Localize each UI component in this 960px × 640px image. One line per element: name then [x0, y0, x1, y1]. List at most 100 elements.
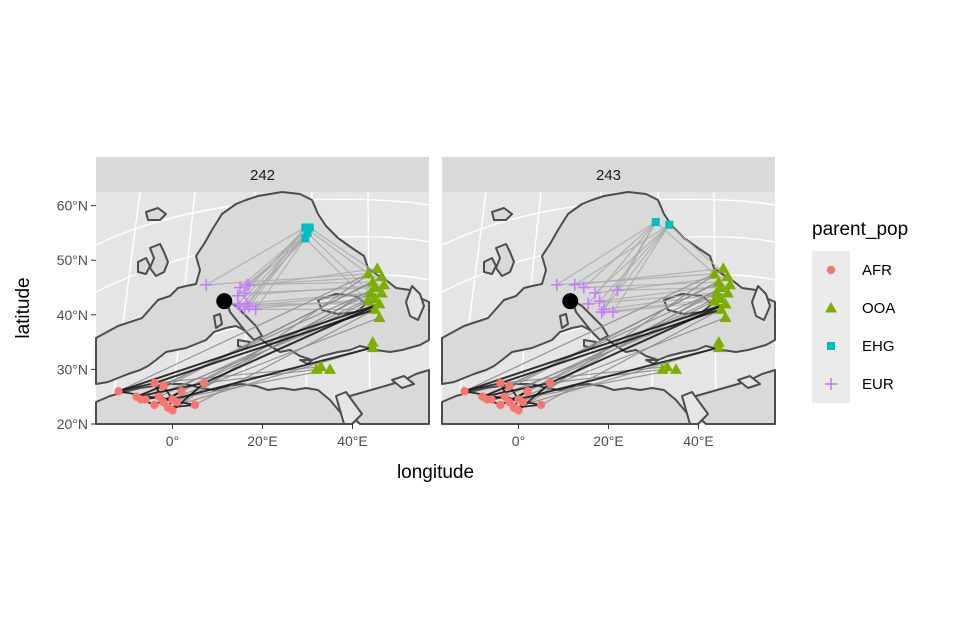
link-afr-ooa	[136, 284, 385, 398]
legend-title: parent_pop	[812, 219, 908, 240]
point-ooa	[310, 363, 323, 374]
link-afr-afr	[136, 382, 205, 398]
point-afr	[536, 400, 546, 410]
link-eur-ehg	[583, 221, 657, 288]
y-tick-label: 40°N	[57, 307, 88, 323]
facet-panel-242: 242	[95, 157, 430, 425]
legend-label-eur: EUR	[862, 376, 894, 393]
link-ehg-ooa	[309, 226, 383, 278]
point-ooa	[362, 267, 375, 279]
point-ooa	[366, 341, 379, 353]
point-afr	[545, 378, 555, 388]
iceland-island	[145, 207, 167, 221]
link-afr-ooa	[176, 287, 376, 403]
persian-gulf	[391, 375, 415, 389]
link-afr-ooa	[167, 347, 373, 409]
data-points	[114, 223, 390, 415]
point-ooa	[715, 281, 727, 293]
connection-lines	[464, 221, 731, 412]
link-afr-ooa	[527, 300, 715, 392]
x-tick-label: 40°E	[337, 433, 368, 449]
caspian-sea	[751, 285, 771, 321]
persian-gulf	[737, 375, 761, 389]
point-ooa	[717, 262, 730, 273]
x-axis-title: longitude	[397, 462, 474, 483]
point-ooa	[362, 295, 375, 306]
link-afr-ooa	[118, 273, 369, 392]
link-afr-afr	[154, 390, 182, 406]
legend-key-afr	[826, 265, 836, 275]
point-eur	[577, 281, 590, 294]
link-ehg-ooa	[668, 224, 729, 278]
link-eur-ooa	[206, 273, 369, 286]
link-afr-ooa	[154, 366, 322, 384]
britain-island	[149, 243, 169, 277]
point-ehg	[303, 228, 312, 237]
legend-key-eur	[825, 378, 837, 390]
legend-label-ehg: EHG	[862, 338, 895, 355]
point-afr	[496, 400, 505, 410]
point-eur	[598, 303, 610, 316]
link-afr-ooa	[518, 368, 677, 401]
point-ooa	[378, 278, 390, 290]
x-axis: 0° 20°E 40°E 0° 20°E 40°E	[166, 424, 714, 449]
x-tick-label: 0°	[166, 433, 179, 449]
link-eur-ehg	[205, 226, 306, 286]
link-afr-ooa	[482, 284, 731, 398]
link-afr-ooa	[194, 308, 376, 406]
x-tick-label: 20°E	[593, 433, 624, 449]
point-afr	[114, 387, 123, 396]
link-afr-ooa	[172, 368, 331, 401]
point-eur	[607, 306, 619, 319]
link-eur-ehg	[601, 221, 657, 313]
link-eur-ehg	[599, 224, 670, 302]
link-eur-ehg	[248, 227, 311, 308]
link-eur-ooa	[246, 281, 373, 286]
link-eur-ehg	[556, 221, 657, 286]
point-ehg	[665, 220, 674, 229]
link-ehg-ooa	[304, 237, 369, 302]
link-afr-ooa	[513, 347, 719, 409]
point-ehg	[305, 223, 314, 232]
link-afr-ooa-main	[118, 302, 380, 393]
point-ooa	[712, 341, 725, 353]
strip-label: 242	[250, 167, 275, 184]
point-ooa	[712, 336, 725, 347]
link-afr-afr	[500, 390, 528, 406]
ireland-island	[137, 257, 151, 275]
britain-island	[495, 243, 515, 277]
point-eur	[243, 278, 255, 291]
sardinia-island	[213, 313, 223, 329]
link-afr-ooa	[140, 276, 383, 400]
caspian-sea	[405, 285, 425, 321]
point-ooa	[721, 286, 734, 298]
point-ooa	[708, 267, 721, 279]
point-afr	[460, 387, 469, 396]
red-sea	[335, 391, 363, 425]
y-axis-title: latitude	[13, 277, 34, 338]
point-ooa	[364, 286, 377, 298]
point-eur	[582, 297, 595, 310]
link-afr-afr	[482, 382, 551, 398]
link-eur-ehg	[612, 224, 670, 313]
point-eur	[200, 278, 213, 291]
point-ooa	[369, 303, 381, 314]
link-eur-ehg	[587, 221, 657, 305]
point-ooa	[373, 311, 386, 323]
red-sea	[681, 391, 709, 425]
point-afr	[523, 387, 532, 396]
point-ehg	[301, 223, 310, 232]
crete-island	[299, 359, 313, 365]
point-ooa	[375, 286, 388, 298]
point-ooa	[710, 286, 723, 298]
iceland-island	[491, 207, 513, 221]
point-afr	[150, 378, 159, 388]
link-eur-ooa	[574, 267, 724, 286]
link-afr-ooa-main	[549, 302, 726, 384]
link-afr-ooa	[181, 300, 369, 392]
link-eur-ehg	[244, 227, 306, 310]
y-tick-label: 20°N	[57, 416, 88, 432]
point-ooa	[721, 270, 734, 282]
link-afr-ooa-main	[464, 302, 726, 393]
